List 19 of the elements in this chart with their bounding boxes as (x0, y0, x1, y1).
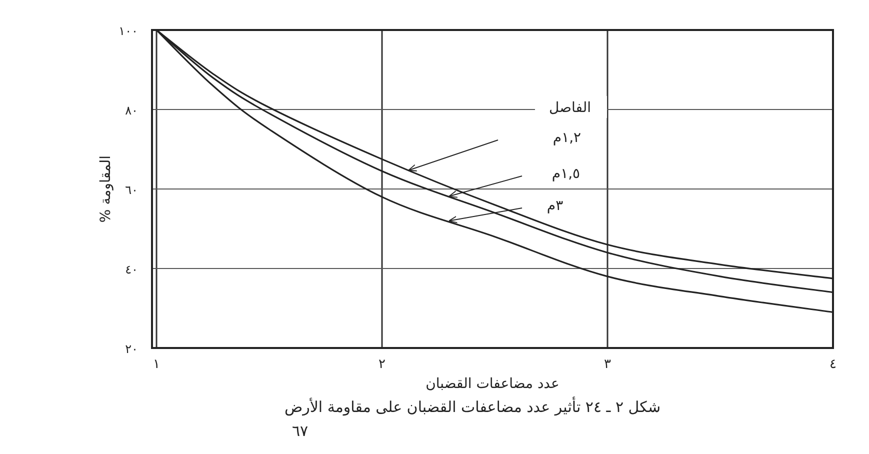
y-tick-label: ٦٠ (125, 183, 138, 197)
annotation: ٣م (448, 198, 564, 224)
legend-title: الفاصل (549, 100, 591, 116)
y-tick-label: ٨٠ (125, 104, 138, 118)
y-tick-label: ٤٠ (125, 262, 138, 276)
x-tick-label: ٤ (830, 357, 836, 372)
annotation: ١,٢م (552, 130, 582, 146)
annotation: ١,٥م (552, 166, 580, 182)
x-tick-label: ١ (153, 357, 160, 372)
y-axis-title: المقاومة % (98, 155, 114, 223)
x-tick-label: ٢ (378, 357, 386, 372)
annotation: ١,٥م (448, 166, 580, 198)
text: ٦٧ (292, 422, 308, 440)
y-tick-label: ٢٠ (125, 342, 138, 356)
x-axis-title: عدد مضاعفات القضبان (426, 376, 560, 392)
x-tick-label: ٣ (604, 357, 612, 372)
annotation: ٣م (546, 198, 564, 214)
y-tick-label: ١٠٠ (118, 24, 138, 38)
text: شكل ٢ ـ ٢٤ تأثير عدد مضاعفات القضبان على مقاومة الأرض (284, 396, 661, 416)
